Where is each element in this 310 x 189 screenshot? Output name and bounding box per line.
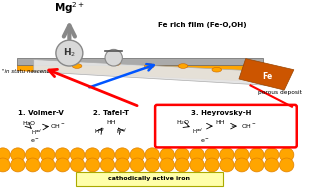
Text: H$^{ad}$: H$^{ad}$ [94, 127, 105, 136]
Text: H$^{ad}$: H$^{ad}$ [192, 127, 203, 136]
Ellipse shape [212, 67, 222, 72]
Text: H$^{ad}$: H$^{ad}$ [31, 128, 42, 137]
Text: e$^-$: e$^-$ [30, 137, 40, 145]
Circle shape [190, 158, 204, 172]
Polygon shape [239, 59, 294, 90]
Circle shape [55, 158, 70, 172]
Circle shape [41, 148, 55, 162]
Circle shape [41, 158, 55, 172]
Text: porous deposit: porous deposit [258, 90, 302, 95]
Circle shape [100, 158, 115, 172]
Circle shape [205, 148, 219, 162]
Ellipse shape [144, 64, 154, 68]
Circle shape [11, 158, 25, 172]
Text: Fe rich film (Fe-O,OH): Fe rich film (Fe-O,OH) [158, 22, 247, 28]
Text: 1. Volmer-V: 1. Volmer-V [18, 110, 63, 116]
Text: cathodically active iron: cathodically active iron [108, 176, 190, 181]
Circle shape [235, 148, 249, 162]
Circle shape [25, 158, 40, 172]
Circle shape [160, 148, 175, 162]
Ellipse shape [111, 61, 120, 66]
Circle shape [55, 148, 70, 162]
Circle shape [56, 40, 83, 66]
Bar [17, 58, 263, 65]
Circle shape [220, 148, 234, 162]
Text: Mg$^{2+}$: Mg$^{2+}$ [54, 0, 85, 16]
Circle shape [70, 148, 85, 162]
Ellipse shape [72, 64, 82, 68]
Text: H$^{ad}$: H$^{ad}$ [116, 127, 127, 136]
Text: e$^-$: e$^-$ [200, 137, 210, 145]
Circle shape [130, 158, 144, 172]
Circle shape [264, 158, 279, 172]
Text: H$_2$O: H$_2$O [22, 119, 36, 128]
Circle shape [175, 158, 189, 172]
Circle shape [100, 148, 115, 162]
Circle shape [85, 158, 100, 172]
Text: "in statu nascendi": "in statu nascendi" [2, 69, 54, 74]
Text: 3. Heyrovsky-H: 3. Heyrovsky-H [191, 110, 252, 116]
Circle shape [85, 148, 100, 162]
Circle shape [279, 148, 294, 162]
Text: HH: HH [215, 120, 224, 125]
Circle shape [175, 148, 189, 162]
Circle shape [264, 148, 279, 162]
Circle shape [11, 148, 25, 162]
Circle shape [0, 158, 10, 172]
Polygon shape [17, 65, 265, 82]
Circle shape [130, 148, 144, 162]
Text: H$_2$O: H$_2$O [176, 118, 190, 127]
Circle shape [115, 148, 130, 162]
Text: OH$^-$: OH$^-$ [241, 122, 256, 130]
Circle shape [250, 158, 264, 172]
Text: Fe: Fe [263, 72, 273, 81]
Circle shape [105, 49, 122, 66]
Circle shape [235, 158, 249, 172]
Text: HH: HH [106, 120, 116, 125]
Circle shape [0, 148, 10, 162]
Circle shape [145, 148, 159, 162]
Circle shape [145, 158, 159, 172]
Circle shape [205, 158, 219, 172]
Ellipse shape [178, 64, 188, 68]
Circle shape [279, 158, 294, 172]
Circle shape [190, 148, 204, 162]
Text: H$_2$: H$_2$ [63, 47, 76, 59]
Text: OH$^-$: OH$^-$ [50, 122, 66, 130]
Circle shape [220, 158, 234, 172]
Circle shape [25, 148, 40, 162]
Circle shape [160, 158, 175, 172]
Circle shape [250, 148, 264, 162]
Circle shape [70, 158, 85, 172]
Polygon shape [34, 60, 270, 85]
Circle shape [115, 158, 130, 172]
FancyBboxPatch shape [76, 172, 223, 186]
Text: 2. Tafel-T: 2. Tafel-T [93, 110, 129, 116]
